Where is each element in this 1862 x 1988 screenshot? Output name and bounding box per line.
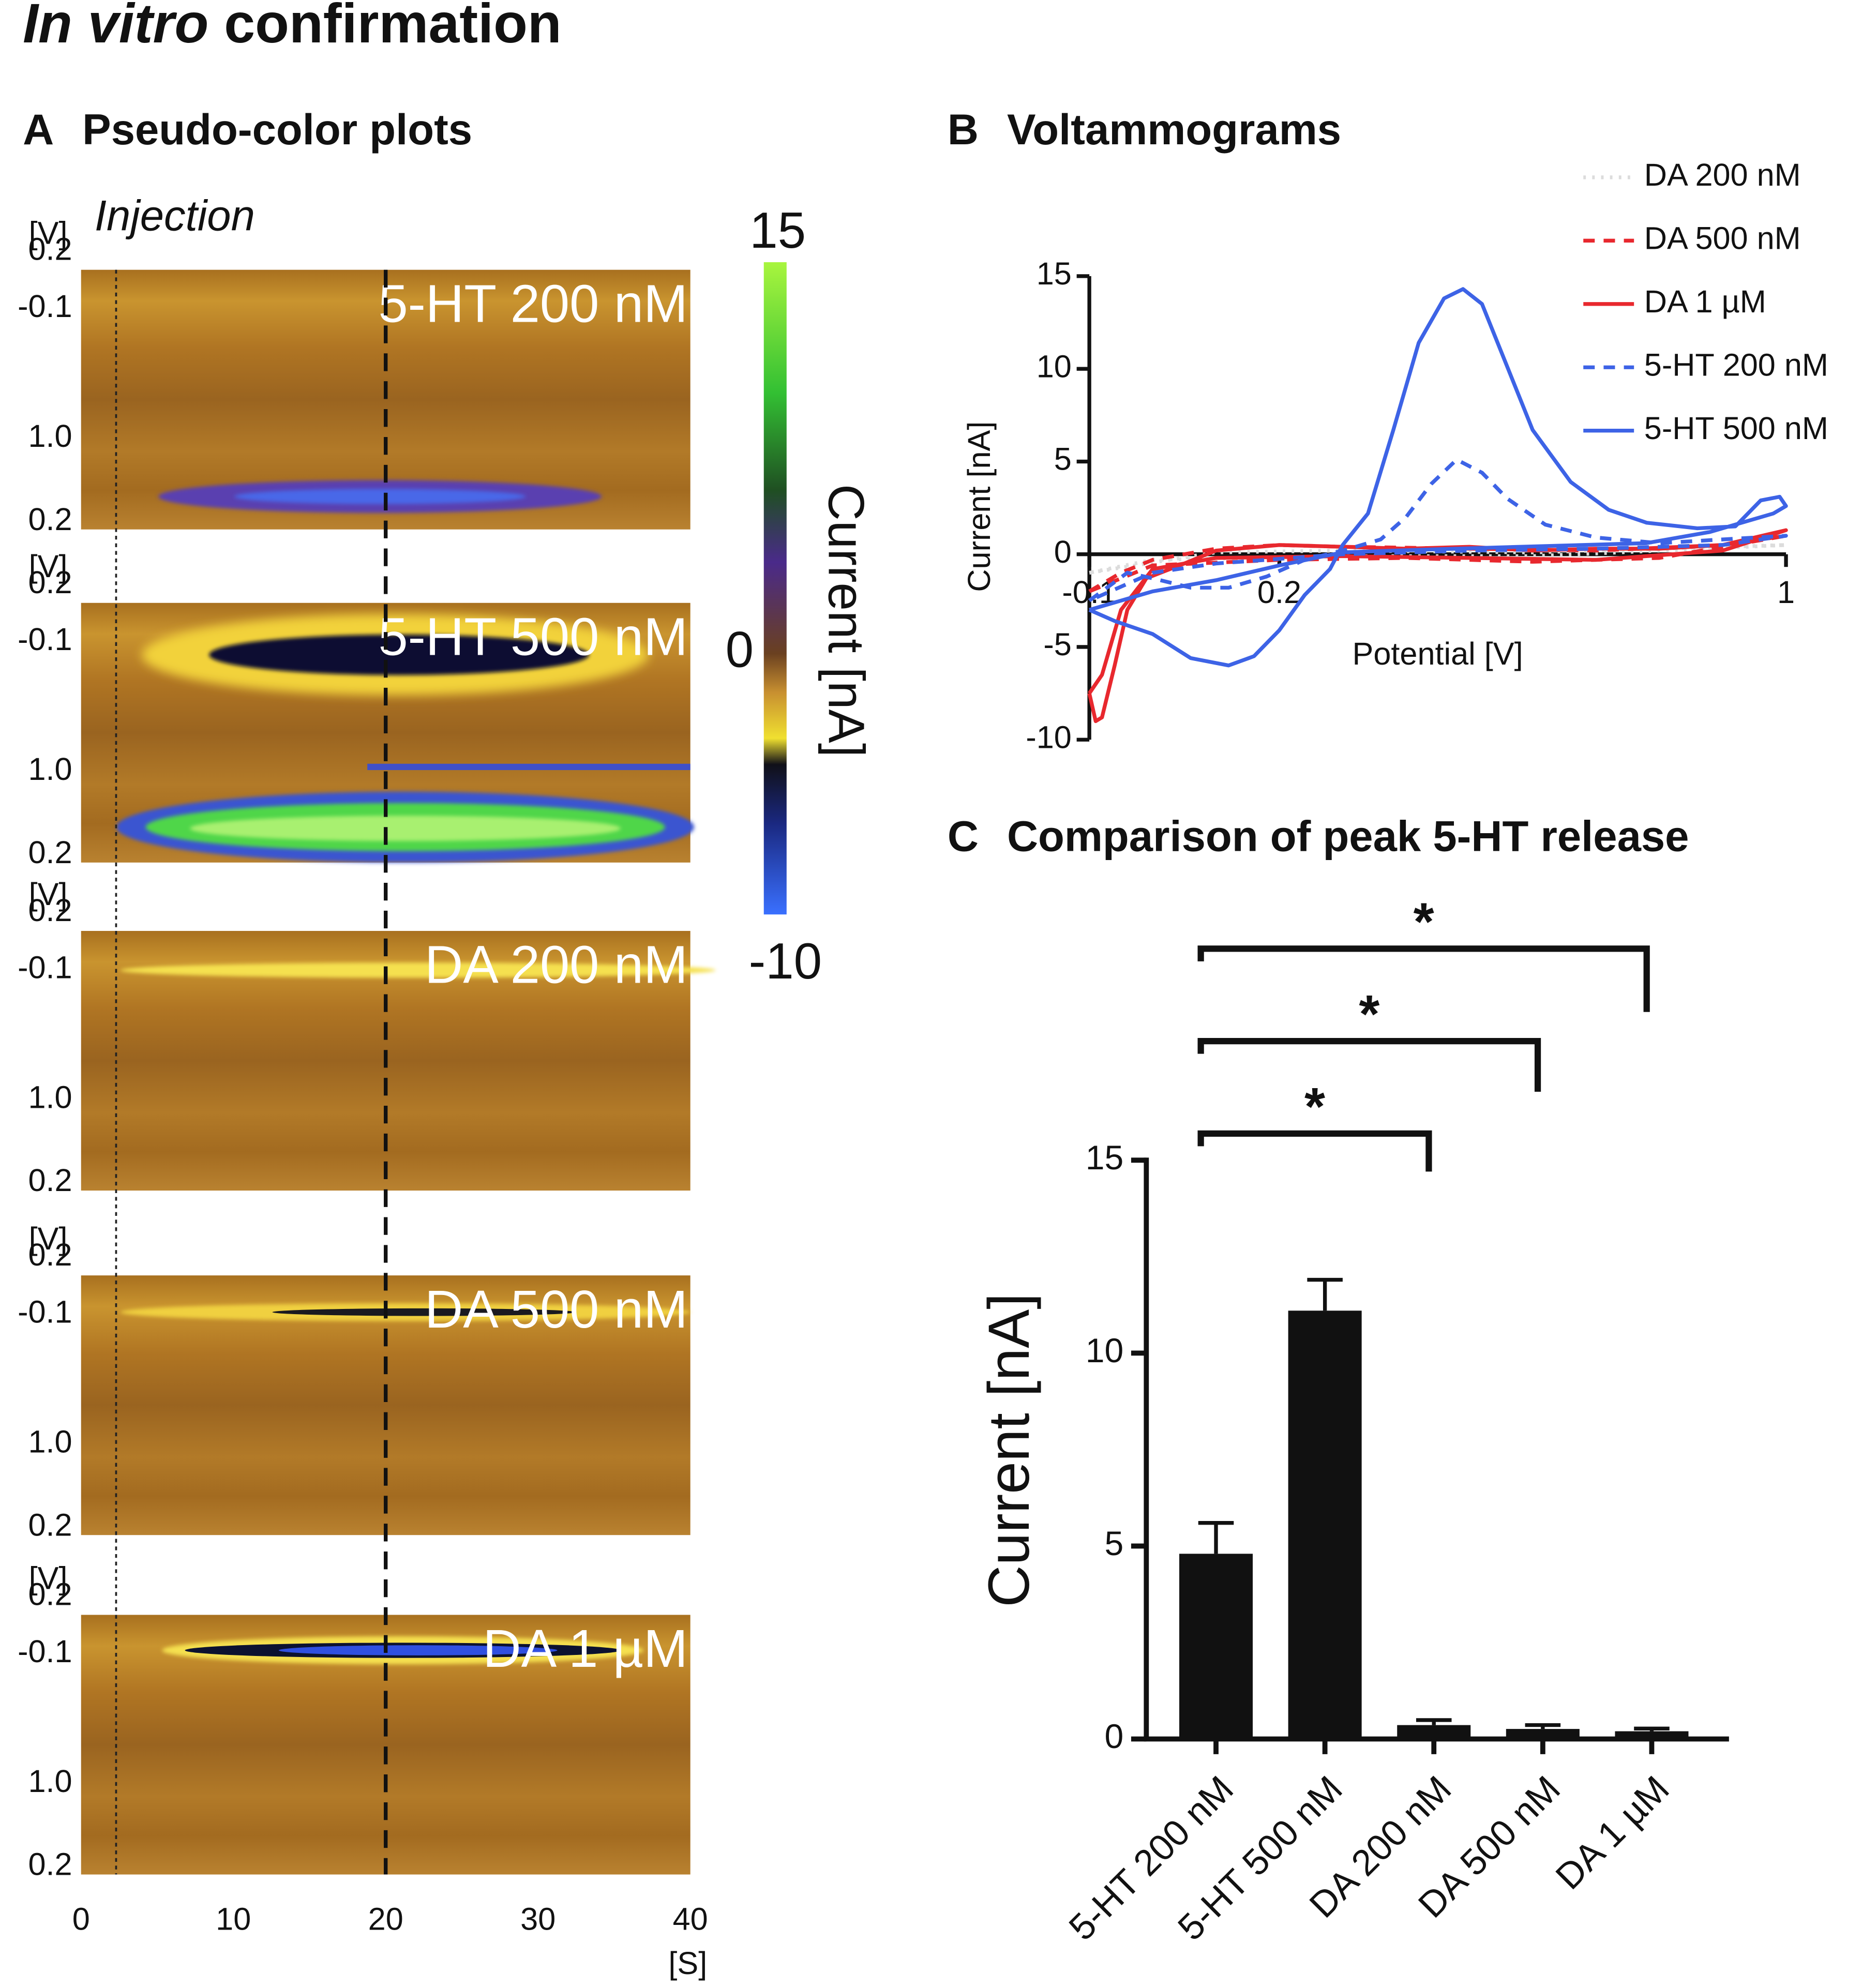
heatmap-blob — [272, 1308, 577, 1316]
title-italic: In vitro — [23, 0, 208, 54]
y-tick-label: -5 — [1043, 627, 1071, 662]
panel-letter: C — [948, 812, 979, 861]
panel-label: DA 1 µM — [483, 1619, 687, 1678]
legend-label: DA 200 nM — [1644, 157, 1801, 192]
colorbar-tick-label: 0 — [726, 621, 754, 678]
y-axis-label: Current [nA] — [976, 1293, 1041, 1607]
panel-letter: B — [948, 106, 979, 154]
x-tick-label: 0 — [72, 1901, 90, 1936]
x-tick-label: 30 — [520, 1901, 555, 1936]
bar — [1288, 1311, 1362, 1739]
heatmap-images — [81, 269, 716, 1875]
y-tick-label: 0.2 — [28, 502, 72, 537]
y-tick-label: -10 — [1026, 719, 1071, 755]
y-tick-label: 0.2 — [28, 1163, 72, 1198]
annotation: Injection — [95, 192, 255, 240]
legend-label: 5-HT 500 nM — [1644, 411, 1828, 446]
y-tick-label: 5 — [1104, 1525, 1123, 1563]
y-axis-label: [V] — [29, 216, 68, 251]
y-tick-label: 0.2 — [28, 232, 72, 267]
panel-title: Voltammograms — [1007, 106, 1341, 154]
colorbar-tick-label: -10 — [749, 932, 822, 989]
bar — [1179, 1554, 1253, 1739]
panel-title: Pseudo-color plots — [82, 106, 472, 154]
heatmap-blob — [120, 962, 716, 978]
series-line — [1088, 287, 1788, 668]
y-tick-label: 1.0 — [28, 1424, 72, 1459]
significance-bracket — [1197, 945, 1650, 1012]
y-tick-label: 0.2 — [28, 1507, 72, 1542]
bar — [1506, 1729, 1580, 1739]
y-tick-label: 0.2 — [28, 893, 72, 928]
x-tick-label: 40 — [673, 1901, 708, 1936]
y-tick-label: 0.2 — [28, 1577, 72, 1612]
y-axis-label: [V] — [29, 1221, 68, 1256]
heatmap-blob — [278, 1645, 558, 1655]
y-tick-label: 15 — [1086, 1139, 1124, 1177]
significance-label: * — [1304, 1077, 1325, 1136]
x-tick-label: DA 1 µM — [1548, 1768, 1677, 1897]
significance-label: * — [1359, 984, 1379, 1044]
y-tick-label: 0.2 — [28, 1847, 72, 1882]
legend-label: DA 500 nM — [1644, 221, 1801, 256]
y-axis-label: [V] — [29, 877, 68, 912]
y-tick-label: 10 — [1086, 1332, 1124, 1370]
significance-bracket — [1197, 1037, 1541, 1092]
colorbar-tick-label: 15 — [749, 202, 806, 259]
y-tick-label: 1.0 — [28, 751, 72, 787]
figure-title: In vitro confirmation — [23, 0, 562, 54]
panel-label: 5-HT 200 nM — [378, 274, 687, 333]
y-tick-label: 0.2 — [28, 565, 72, 600]
y-tick-label: -0.1 — [18, 622, 72, 657]
y-tick-label: -0.1 — [18, 1294, 72, 1330]
x-tick-label: 0.2 — [1257, 575, 1301, 610]
y-tick-label: 10 — [1037, 349, 1072, 384]
y-tick-label: -0.1 — [18, 1634, 72, 1669]
y-tick-label: -0.1 — [18, 289, 72, 324]
colorbar — [763, 262, 787, 915]
heatmap-blob — [190, 816, 621, 841]
x-tick-label: 10 — [216, 1901, 251, 1936]
y-tick-label: -0.1 — [18, 950, 72, 985]
y-axis-label: [V] — [29, 549, 68, 584]
legend-label: DA 1 µM — [1644, 284, 1766, 319]
heatmap-blob — [367, 763, 690, 771]
series-line — [1088, 458, 1788, 603]
y-tick-label: 0 — [1104, 1718, 1123, 1756]
significance-label: * — [1414, 892, 1434, 951]
y-tick-label: 15 — [1037, 256, 1072, 291]
panel-label: DA 500 nM — [425, 1279, 688, 1339]
significance-bracket — [1197, 1130, 1432, 1172]
title-rest: confirmation — [224, 0, 562, 54]
bar — [1397, 1725, 1471, 1739]
colorbar-label: Current [nA] — [818, 484, 875, 757]
y-tick-label: 0 — [1054, 534, 1072, 569]
x-axis-label: [S] — [668, 1946, 707, 1981]
legend-label: 5-HT 200 nM — [1644, 347, 1828, 382]
panel-label: DA 200 nM — [425, 935, 688, 995]
x-axis-label: Potential [V] — [1353, 636, 1523, 671]
x-tick-label: 20 — [368, 1901, 403, 1936]
y-tick-label: 1.0 — [28, 1764, 72, 1799]
y-tick-label: 0.2 — [28, 1237, 72, 1272]
panel-label: 5-HT 500 nM — [378, 607, 687, 666]
heatmap-blob — [209, 634, 589, 675]
y-tick-label: 0.2 — [28, 835, 72, 870]
x-tick-label: 1 — [1777, 575, 1795, 610]
heatmap-blob — [234, 489, 526, 504]
bar — [1615, 1731, 1689, 1739]
y-axis-label: [V] — [29, 1561, 68, 1596]
panel-title: Comparison of peak 5-HT release — [1007, 812, 1689, 861]
y-tick-label: 5 — [1054, 442, 1072, 477]
y-tick-label: 1.0 — [28, 1080, 72, 1115]
panel-letter: A — [23, 106, 54, 154]
y-axis-label: Current [nA] — [962, 421, 997, 592]
series-line — [1087, 528, 1788, 724]
y-tick-label: 1.0 — [28, 418, 72, 454]
